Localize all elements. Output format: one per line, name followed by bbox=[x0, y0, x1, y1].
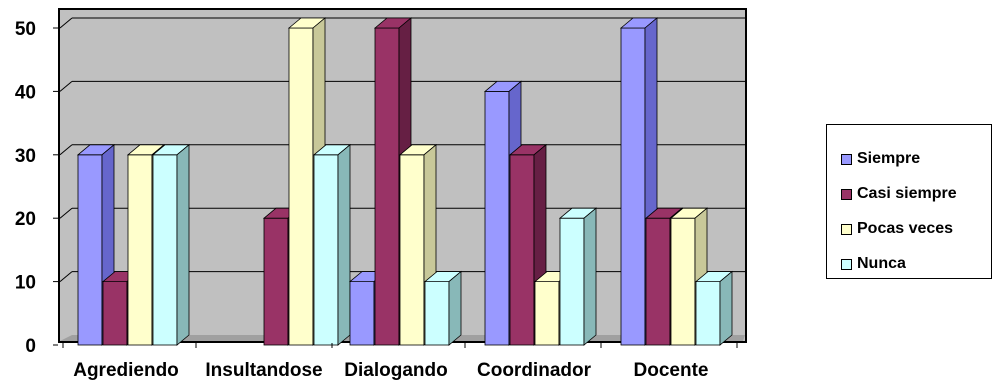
legend-label-nunca: Nunca bbox=[857, 255, 906, 272]
bar-front bbox=[152, 154, 178, 346]
gridline-diag bbox=[59, 81, 73, 92]
x-axis: Agrediendo Insultandose Dialogando Coordina… bbox=[62, 343, 738, 381]
bar-front bbox=[484, 91, 510, 346]
bar-front bbox=[424, 281, 450, 346]
bar bbox=[398, 143, 438, 346]
bar bbox=[312, 143, 352, 346]
x-tick-label: Dialogando bbox=[344, 360, 447, 381]
bar bbox=[694, 270, 734, 346]
bar-front bbox=[645, 217, 671, 346]
bar-front bbox=[349, 281, 375, 346]
bar-front bbox=[509, 154, 535, 346]
y-tick-label: 0 bbox=[25, 336, 36, 357]
legend-item-casi-siempre: Casi siempre bbox=[841, 184, 957, 204]
bar-front bbox=[399, 154, 425, 346]
bar-side bbox=[448, 270, 462, 346]
y-axis: 0 10 20 30 40 50 bbox=[15, 19, 58, 357]
bar-side bbox=[583, 207, 597, 346]
legend-label-casi-siempre: Casi siempre bbox=[857, 185, 957, 202]
bar-front bbox=[288, 27, 314, 346]
bar-front bbox=[670, 217, 696, 346]
gridline-diag bbox=[59, 144, 73, 156]
bar-side bbox=[176, 143, 190, 346]
bar bbox=[558, 207, 598, 346]
gridline-diag bbox=[59, 207, 73, 219]
gridline-diag bbox=[59, 17, 73, 29]
legend-label-pocas-veces: Pocas veces bbox=[857, 220, 954, 237]
legend-swatch-casi-siempre bbox=[841, 188, 852, 200]
bars bbox=[76, 17, 734, 346]
bar-front bbox=[374, 27, 400, 346]
legend-swatch-pocas-veces bbox=[841, 223, 852, 235]
bar-front bbox=[620, 27, 646, 346]
legend-swatch-siempre bbox=[841, 153, 852, 165]
x-tick-label: Docente bbox=[634, 360, 709, 381]
y-tick-label: 50 bbox=[15, 19, 36, 40]
legend-swatch-nunca bbox=[841, 258, 852, 270]
y-tick-label: 20 bbox=[15, 209, 36, 230]
bar-side bbox=[719, 270, 733, 346]
bar-front bbox=[263, 217, 289, 346]
legend-item-pocas-veces: Pocas veces bbox=[841, 219, 953, 239]
gridline-diag bbox=[59, 271, 73, 282]
y-tick-label: 40 bbox=[15, 82, 36, 103]
bar-front bbox=[77, 154, 103, 346]
x-tick-label: Coordinador bbox=[477, 360, 592, 381]
legend-item-nunca: Nunca bbox=[841, 254, 906, 274]
bar-front bbox=[127, 154, 153, 346]
y-tick-label: 30 bbox=[15, 146, 36, 167]
bar-front bbox=[102, 281, 128, 346]
bar-side bbox=[337, 143, 351, 346]
legend-label-siempre: Siempre bbox=[857, 150, 921, 167]
bar-front bbox=[534, 281, 560, 346]
bar-front bbox=[559, 217, 585, 346]
legend-item-siempre: Siempre bbox=[841, 149, 920, 169]
bar bbox=[423, 270, 463, 346]
x-tick-label: Agrediendo bbox=[73, 360, 179, 381]
y-tick-label: 10 bbox=[15, 273, 36, 294]
bar-front bbox=[313, 154, 339, 346]
x-tick-label: Insultandose bbox=[205, 360, 322, 381]
bar bbox=[151, 143, 191, 346]
legend: Siempre Casi siempre Pocas veces Nunca bbox=[826, 124, 992, 279]
bar-front bbox=[695, 281, 721, 346]
